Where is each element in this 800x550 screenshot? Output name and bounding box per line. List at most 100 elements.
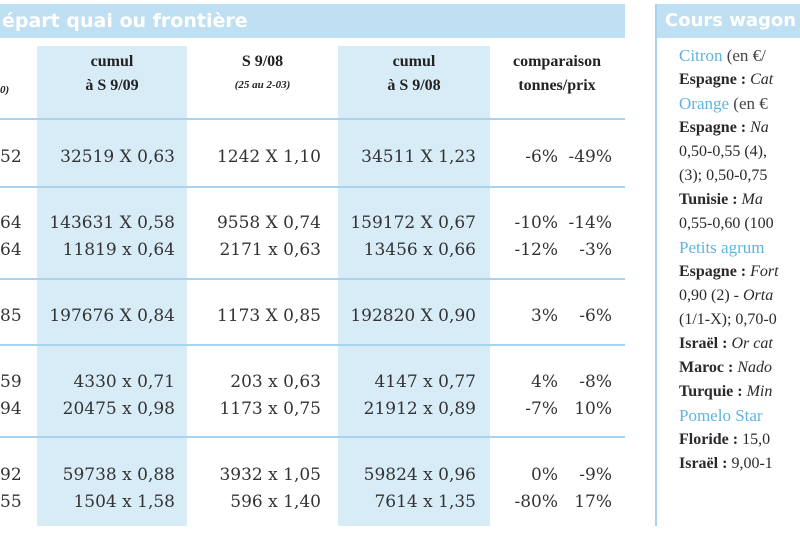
- table-cell: 0%: [531, 465, 558, 485]
- table-cell: 13456 x 0,66: [363, 240, 476, 260]
- variety-label: Or cat: [731, 335, 773, 352]
- table-cell: 94: [0, 399, 22, 419]
- price-line: (1/1-X); 0,70-0: [679, 311, 777, 328]
- price-line: Israël : 9,00-1: [679, 452, 800, 476]
- price-line: Turquie : Min: [679, 380, 800, 404]
- table-cell: 21912 x 0,89: [363, 399, 476, 419]
- product-heading-citron: Citron (en €/: [679, 44, 800, 68]
- row-separator: [0, 118, 625, 120]
- table-cell: 92: [0, 465, 22, 485]
- country-label: Espagne :: [679, 71, 751, 88]
- column-header-fragment: 0): [0, 84, 10, 96]
- table-cell: 4330 x 0,71: [73, 372, 175, 392]
- table-cell: 143631 X 0,58: [49, 213, 175, 233]
- unit-note: (en €/: [722, 46, 766, 65]
- price-text: 9,00-1: [731, 455, 773, 472]
- price-line: Espagne : Na: [679, 116, 800, 140]
- variety-label: Orta: [742, 287, 774, 304]
- row-separator: [0, 186, 625, 188]
- price-line: Israël : Or cat: [679, 332, 800, 356]
- variety-label: Cat: [750, 71, 774, 88]
- table-cell: 52: [0, 147, 22, 167]
- table-cell: -7%: [525, 399, 558, 419]
- column-shade-cumul-09: [37, 46, 187, 526]
- product-heading-pomelo: Pomelo Star: [679, 406, 763, 425]
- table-cell: 64: [0, 240, 22, 260]
- variety-label: Ma: [741, 191, 763, 208]
- table-cell: 1173 x 0,75: [219, 399, 321, 419]
- price-line: 0,55-0,60 (100: [679, 215, 774, 232]
- column-header-cumul-s909: cumul à S 9/09: [37, 50, 187, 98]
- country-label: Maroc :: [679, 359, 738, 376]
- table-cell: 20475 x 0,98: [62, 399, 175, 419]
- table-cell: -8%: [579, 372, 612, 392]
- table-cell: 9558 X 0,74: [216, 213, 321, 233]
- table-cell: -14%: [568, 213, 612, 233]
- price-line: Maroc : Nado: [679, 356, 800, 380]
- product-name: Citron: [679, 46, 723, 65]
- table-cell: 192820 X 0,90: [350, 306, 476, 326]
- table-cell: 59824 x 0,96: [363, 465, 476, 485]
- price-text: 15,0: [742, 431, 771, 448]
- country-label: Tunisie :: [679, 191, 742, 208]
- table-cell: -10%: [514, 213, 558, 233]
- product-name: Orange: [679, 94, 730, 113]
- departure-prices-table: épart quai ou frontière 0) cumul à S 9/0…: [0, 4, 625, 526]
- table-cell: 1504 x 1,58: [73, 492, 175, 512]
- table-cell: 59: [0, 372, 22, 392]
- variety-label: Na: [750, 119, 769, 136]
- product-heading-orange: Orange (en €: [679, 92, 800, 116]
- country-label: Espagne :: [679, 119, 751, 136]
- table-cell: 55: [0, 492, 22, 512]
- wagon-prices-list: Citron (en €/ Espagne : Cat Orange (en €…: [657, 38, 800, 476]
- country-label: Israël :: [679, 455, 732, 472]
- table-cell: -80%: [514, 492, 558, 512]
- table-cell: 4147 x 0,77: [374, 372, 476, 392]
- table-cell: -3%: [579, 240, 612, 260]
- column-shade-cumul-08: [338, 46, 490, 526]
- price-line: 0,50-0,55 (4),: [679, 143, 767, 160]
- country-label: Espagne :: [679, 263, 751, 280]
- price-line: (3); 0,50-0,75: [679, 167, 768, 184]
- price-line: Floride : 15,0: [679, 428, 800, 452]
- table-cell: 85: [0, 306, 22, 326]
- column-header-line: comparaison: [513, 53, 601, 70]
- country-label: Israël :: [679, 335, 732, 352]
- table-cell: -12%: [514, 240, 558, 260]
- wagon-prices-header: Cours wagon: [657, 4, 800, 38]
- column-header-line: tonnes/prix: [518, 77, 596, 94]
- column-header-comparison: comparaison tonnes/prix: [492, 50, 622, 98]
- price-line: Tunisie : Ma: [679, 188, 800, 212]
- column-header-line: cumul: [90, 53, 134, 70]
- table-cell: 11819 x 0,64: [62, 240, 175, 260]
- column-header-cumul-s908: cumul à S 9/08: [338, 50, 490, 98]
- table-cell: 3932 x 1,05: [219, 465, 321, 485]
- variety-label: Fort: [750, 263, 779, 280]
- table-cell: 4%: [531, 372, 558, 392]
- variety-label: Min: [746, 383, 773, 400]
- table-cell: 596 x 1,40: [230, 492, 321, 512]
- unit-note: (en €: [729, 94, 768, 113]
- country-label: Floride :: [679, 431, 743, 448]
- row-separator: [0, 436, 625, 438]
- table-header-bar: épart quai ou frontière: [0, 4, 625, 38]
- table-cell: 34511 X 1,23: [361, 147, 476, 167]
- table-cell: 32519 X 0,63: [60, 147, 175, 167]
- table-cell: 59738 x 0,88: [62, 465, 175, 485]
- product-heading-petits-agrumes: Petits agrum: [679, 238, 765, 257]
- row-separator: [0, 278, 625, 280]
- wagon-prices-panel: Cours wagon Citron (en €/ Espagne : Cat …: [655, 4, 800, 526]
- country-label: Turquie :: [679, 383, 747, 400]
- table-cell: 10%: [574, 399, 612, 419]
- table-cell: 197676 X 0,84: [49, 306, 175, 326]
- table-cell: 3%: [531, 306, 558, 326]
- price-line: Espagne : Cat: [679, 68, 800, 92]
- price-line: 0,90 (2) - Orta: [679, 284, 800, 308]
- table-cell: 7614 x 1,35: [374, 492, 476, 512]
- row-separator: [0, 344, 625, 346]
- price-line: Espagne : Fort: [679, 260, 800, 284]
- table-cell: 1173 X 0,85: [216, 306, 321, 326]
- table-cell: -6%: [525, 147, 558, 167]
- variety-label: Nado: [737, 359, 773, 376]
- table-cell: 1242 X 1,10: [216, 147, 321, 167]
